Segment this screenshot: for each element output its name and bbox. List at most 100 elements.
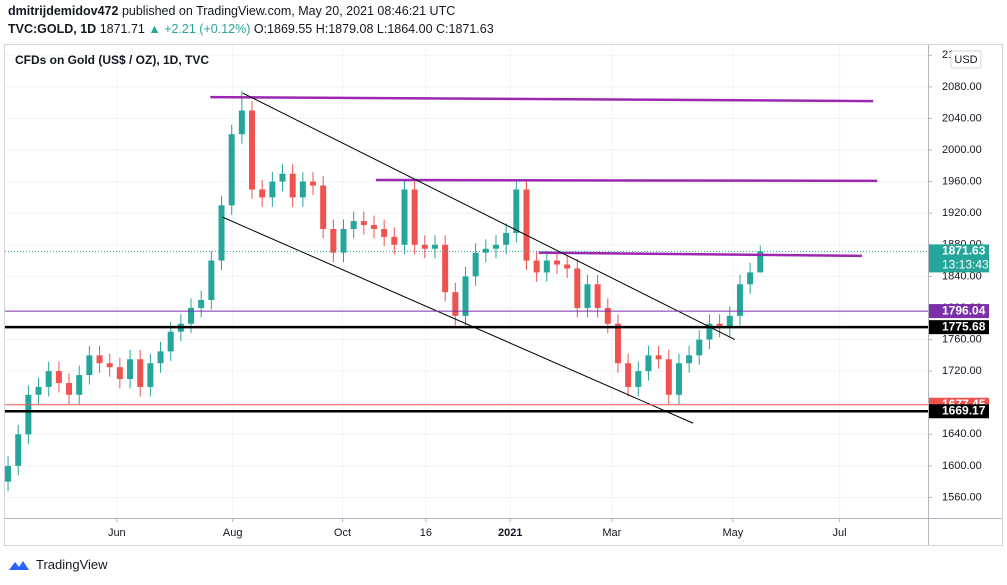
candle-body: [665, 359, 672, 395]
candle-body: [726, 315, 733, 328]
candle-body: [249, 110, 256, 190]
y-tick-label: 1760.00: [942, 333, 982, 345]
candle-body: [696, 339, 703, 356]
candle-body: [279, 173, 286, 182]
candle-body: [188, 307, 195, 324]
candle-body: [716, 323, 723, 328]
drawing-line: [242, 92, 736, 340]
plot: [5, 90, 928, 492]
candle-body: [15, 434, 22, 466]
candle-body: [137, 359, 144, 387]
candle-body: [86, 355, 93, 376]
candle-body: [340, 228, 347, 253]
candle-body: [757, 251, 764, 273]
y-tick-label: 2000.00: [942, 144, 982, 156]
candle-body: [106, 363, 113, 368]
candle-body: [5, 465, 12, 482]
candle-body: [472, 252, 479, 277]
candle-body: [330, 228, 337, 253]
chart-title: CFDs on Gold (US$ / OZ), 1D, TVC: [15, 53, 209, 67]
x-tick-label: Jul: [833, 527, 847, 539]
candle-body: [350, 221, 357, 229]
candle-body: [513, 189, 520, 233]
drawing-line: [210, 95, 874, 103]
candle-body: [259, 189, 266, 198]
candle-body: [523, 189, 530, 261]
logo: [9, 560, 29, 570]
candle-body: [635, 371, 642, 387]
symbol: TVC:GOLD, 1D: [8, 22, 97, 36]
candle-body: [574, 268, 581, 308]
candle-body: [462, 276, 469, 316]
candle-body: [391, 236, 398, 245]
change: ▲ +2.21 (+0.12%): [148, 22, 251, 36]
candle-body: [147, 363, 154, 387]
candle-body: [421, 244, 428, 249]
y-tick-label: 1560.00: [942, 491, 982, 503]
candle-body: [299, 181, 306, 198]
price-label-bg: [929, 404, 989, 419]
candle-body: [208, 260, 215, 301]
candle-body: [736, 284, 743, 316]
price: 1871.71: [99, 22, 145, 36]
grid: [5, 45, 928, 518]
y-tick-label: 1960.00: [942, 176, 982, 188]
candle-body: [675, 363, 682, 395]
brand: TradingView: [36, 557, 108, 572]
x-tick-label: May: [722, 527, 743, 539]
candle-body: [45, 371, 52, 387]
y-tick-label: 1600.00: [942, 460, 982, 472]
author: dmitrijdemidov472: [8, 4, 119, 18]
candle-body: [360, 221, 367, 226]
candle-body: [594, 284, 601, 308]
candle-body: [157, 351, 164, 364]
y-tick-label: 2040.00: [942, 112, 982, 124]
footer: TradingView: [8, 557, 108, 572]
x-tick-label: Oct: [334, 527, 351, 539]
candle-body: [66, 382, 73, 395]
y-tick-label: 1640.00: [942, 428, 982, 440]
candle-body: [310, 181, 317, 186]
candle-body: [655, 355, 662, 360]
candle-body: [533, 260, 540, 273]
candle-body: [381, 228, 388, 237]
drawing-line: [222, 216, 694, 424]
currency: USD: [954, 54, 977, 66]
price-label: 1669.17: [942, 403, 986, 417]
candle-body: [238, 110, 245, 135]
published: published on TradingView.com, May 20, 20…: [121, 4, 456, 18]
candle-body: [218, 205, 225, 261]
candle-body: [25, 394, 32, 435]
candle-body: [614, 323, 621, 364]
publish-line: dmitrijdemidov472 published on TradingVi…: [8, 4, 455, 18]
price-label: 1775.68: [942, 319, 986, 333]
candle-body: [543, 260, 550, 273]
candle-body: [401, 189, 408, 245]
price-label-bg: [929, 304, 989, 319]
currency-badge: [950, 50, 982, 69]
candle-body: [127, 359, 134, 380]
candle-body: [76, 375, 83, 395]
price-label: 1796.04: [942, 303, 986, 317]
candle-body: [625, 363, 632, 387]
candle-body: [228, 134, 235, 206]
candle-body: [747, 272, 754, 285]
candle-body: [320, 185, 327, 229]
candle-body: [35, 386, 42, 395]
candle-body: [706, 323, 713, 340]
candle-body: [604, 307, 611, 324]
candle-body: [645, 355, 652, 372]
candle-body: [452, 292, 459, 316]
x-tick-label: 2021: [498, 527, 522, 539]
candle-body: [503, 232, 510, 245]
candle-body: [55, 371, 62, 383]
candle-body: [686, 355, 693, 364]
ohlc-line: TVC:GOLD, 1D 1871.71 ▲ +2.21 (+0.12%) O:…: [8, 22, 494, 36]
countdown: 13:13:43: [942, 258, 989, 272]
x-tick-label: 16: [420, 527, 432, 539]
close: C:1871.63: [436, 22, 494, 36]
low: L:1864.00: [376, 22, 433, 36]
candle-body: [431, 244, 438, 249]
